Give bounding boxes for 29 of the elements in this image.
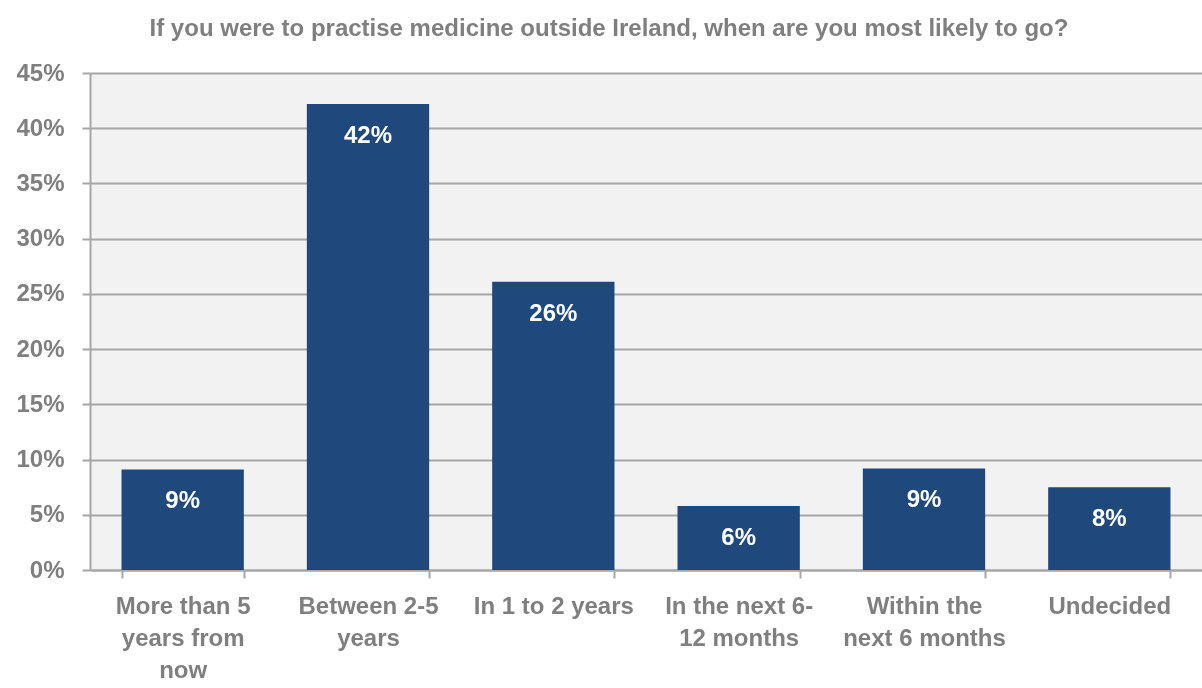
x-tick-label: More than 5 years from now [115, 591, 251, 683]
bar [306, 103, 430, 570]
bar [677, 505, 800, 570]
x-tick-label: Between 2-5 years [298, 591, 439, 651]
bar [492, 281, 615, 570]
y-tick-label: 30% [16, 224, 65, 252]
x-tick-label: Within the next 6 months [843, 591, 1006, 651]
y-tick-label: 40% [16, 113, 65, 141]
x-tick-label: In the next 6-12 months [665, 591, 814, 651]
chart-title: If you were to practise medicine outside Ireland, when are you most likely to go? [149, 14, 1069, 41]
y-tick-label: 0% [29, 555, 65, 583]
y-tick-label: 45% [16, 58, 65, 86]
data-label: 42% [343, 120, 393, 148]
x-tick-label: Undecided [1048, 591, 1172, 619]
y-tick-label: 5% [29, 500, 65, 528]
y-tick-label: 25% [16, 279, 65, 307]
bar [862, 468, 986, 570]
y-tick-label: 35% [16, 168, 65, 196]
data-label: 8% [1091, 504, 1127, 532]
y-tick-label: 20% [16, 334, 65, 362]
data-label: 6% [721, 522, 757, 550]
bar [121, 469, 244, 570]
y-tick-label: 10% [16, 445, 65, 473]
bar [1048, 487, 1171, 570]
data-label: 26% [529, 298, 578, 326]
data-label: 9% [165, 486, 201, 514]
data-label: 9% [906, 485, 942, 513]
y-tick-label: 15% [16, 389, 65, 417]
x-tick-label: In 1 to 2 years [473, 591, 634, 619]
